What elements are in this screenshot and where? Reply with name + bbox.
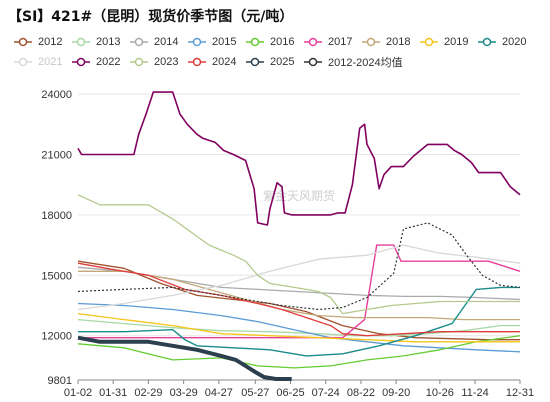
series-line-2013 xyxy=(77,318,520,337)
series-line-2020 xyxy=(78,286,520,357)
legend-label: 2018 xyxy=(386,36,411,48)
legend-item[interactable]: 2019 xyxy=(420,34,468,50)
legend-marker-icon xyxy=(72,57,90,67)
legend-label: 2017 xyxy=(328,36,353,48)
legend-marker-icon xyxy=(188,57,206,67)
legend-item[interactable]: 2012 xyxy=(14,34,62,50)
y-tick-label: 15000 xyxy=(41,270,72,282)
legend-label: 2013 xyxy=(96,36,121,48)
series-line-2014 xyxy=(77,266,521,301)
series-line-2023 xyxy=(77,194,520,315)
series-line-2021 xyxy=(77,244,521,311)
x-tick-label: 03-29 xyxy=(170,387,198,399)
series-line-2019 xyxy=(77,312,520,343)
watermark: 紫金天风期货 xyxy=(263,188,335,203)
legend-item[interactable]: 2023 xyxy=(130,54,178,70)
legend-marker-icon xyxy=(14,57,32,67)
legend-item[interactable]: 2025 xyxy=(246,54,294,70)
legend-label: 2016 xyxy=(270,36,295,48)
legend-label: 2012-2024均值 xyxy=(328,57,403,69)
x-tick-label: 11-24 xyxy=(461,387,488,399)
legend-label: 2025 xyxy=(270,56,295,68)
x-tick-label: 07-24 xyxy=(312,387,340,399)
series-line-2012-2024均值 xyxy=(77,222,521,311)
x-tick-label: 06-25 xyxy=(276,387,304,399)
legend-item[interactable]: 2024 xyxy=(188,54,236,70)
x-tick-label: 01-31 xyxy=(99,387,127,399)
legend-marker-icon xyxy=(188,37,206,47)
legend-marker-icon xyxy=(246,37,264,47)
legend-label: 2022 xyxy=(96,56,121,68)
legend-item[interactable]: 2013 xyxy=(72,34,120,50)
series-line-2025 xyxy=(77,335,292,381)
legend-marker-icon xyxy=(72,37,90,47)
legend-item[interactable]: 2018 xyxy=(362,34,410,50)
x-tick-label: 10-26 xyxy=(426,387,454,399)
legend-item[interactable]: 2014 xyxy=(130,34,178,50)
x-tick-label: 05-27 xyxy=(241,387,269,399)
x-tick-label: 08-22 xyxy=(347,387,375,399)
y-tick-label: 12000 xyxy=(41,331,72,343)
legend-marker-icon xyxy=(304,37,322,47)
series-line-2012 xyxy=(77,260,520,341)
legend-item[interactable]: 2012-2024均值 xyxy=(304,54,403,70)
legend-marker-icon xyxy=(304,57,322,67)
legend-label: 2015 xyxy=(212,36,237,48)
legend-marker-icon xyxy=(362,37,380,47)
legend-marker-icon xyxy=(130,37,148,47)
legend-marker-icon xyxy=(420,37,438,47)
x-tick-label: 01-02 xyxy=(64,387,92,399)
legend-item[interactable]: 2020 xyxy=(478,34,526,50)
legend-marker-icon xyxy=(130,57,148,67)
y-tick-label: 9801 xyxy=(48,375,72,387)
legend-label: 2024 xyxy=(212,56,237,68)
series-line-2017 xyxy=(78,244,521,339)
y-tick-label: 24000 xyxy=(41,89,72,101)
series-line-2024 xyxy=(77,262,520,337)
legend-marker-icon xyxy=(478,37,496,47)
legend-label: 2023 xyxy=(154,56,179,68)
legend-marker-icon xyxy=(14,37,32,47)
legend-item[interactable]: 2021 xyxy=(14,54,62,70)
legend-label: 2012 xyxy=(38,36,63,48)
x-tick-label: 12-31 xyxy=(506,387,534,399)
series-line-2016 xyxy=(77,335,521,369)
x-tick-label: 04-27 xyxy=(205,387,233,399)
legend-marker-icon xyxy=(246,57,264,67)
legend-item[interactable]: 2017 xyxy=(304,34,352,50)
legend-label: 2020 xyxy=(502,36,527,48)
x-tick-label: 09-20 xyxy=(382,387,410,399)
series-line-2015 xyxy=(77,302,521,353)
y-tick-label: 18000 xyxy=(41,210,72,222)
legend-item[interactable]: 2016 xyxy=(246,34,294,50)
series-line-2022 xyxy=(77,91,521,226)
legend-item[interactable]: 2015 xyxy=(188,34,236,50)
legend-item[interactable]: 2022 xyxy=(72,54,120,70)
series-line-2018 xyxy=(78,270,520,321)
x-tick-label: 02-29 xyxy=(134,387,162,399)
legend-label: 2019 xyxy=(444,36,469,48)
legend-label: 2014 xyxy=(154,36,179,48)
legend-label: 2021 xyxy=(38,56,63,68)
chart-title: 【SI】421#（昆明）现货价季节图（元/吨） xyxy=(8,9,294,25)
y-tick-label: 21000 xyxy=(41,149,72,161)
